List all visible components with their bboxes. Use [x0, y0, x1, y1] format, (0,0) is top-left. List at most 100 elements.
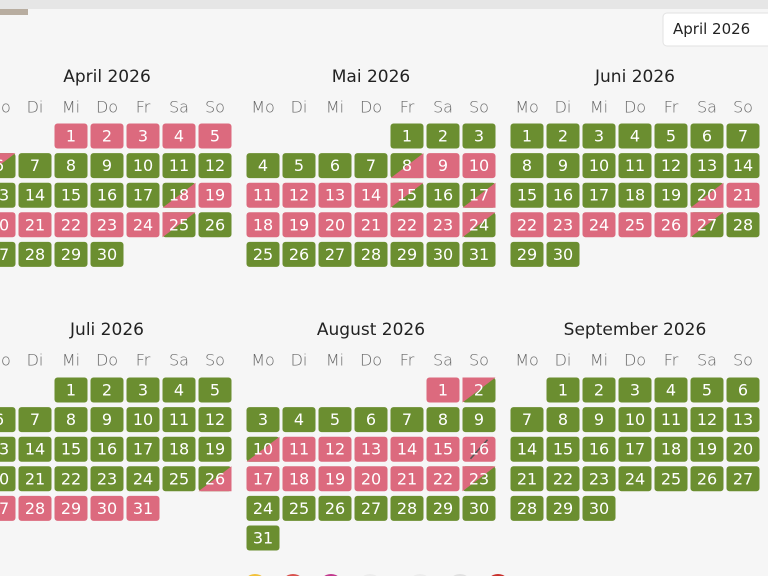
day-bg: [726, 153, 760, 179]
day-bg: [318, 182, 352, 208]
day-bg: [90, 407, 124, 433]
booked-half: [198, 466, 232, 492]
weekday: Mo: [251, 351, 275, 370]
month-select[interactable]: [662, 12, 768, 47]
day-cell: 14: [354, 182, 388, 208]
day-number: 19: [661, 186, 681, 205]
day-bg: [462, 407, 496, 433]
day-bg: [90, 182, 124, 208]
day-bg: [582, 436, 616, 462]
day-cell: 23: [582, 466, 616, 492]
day-number: 29: [397, 245, 417, 264]
booked-half: [690, 212, 724, 238]
day-bg: [246, 182, 280, 208]
day-number: 31: [133, 499, 153, 518]
day-number: 8: [438, 410, 448, 429]
day-bg: [162, 377, 196, 403]
day-cell: 6: [318, 153, 352, 179]
day-bg: [354, 495, 388, 521]
day-number: 2: [102, 127, 112, 146]
day-bg: [282, 407, 316, 433]
day-bg: [690, 407, 724, 433]
day-number: 16: [589, 440, 609, 459]
day-number: 28: [25, 499, 45, 518]
day-number: 3: [594, 127, 604, 146]
day-bg: [654, 377, 688, 403]
day-cell: 26: [198, 212, 232, 238]
day-cell: 15: [546, 436, 580, 462]
day-number: 17: [469, 186, 489, 205]
day-bg: [126, 182, 160, 208]
day-number: 8: [66, 410, 76, 429]
day-number: 26: [697, 469, 717, 488]
day-cell: 2: [582, 377, 616, 403]
day-cell: 27: [0, 241, 16, 267]
day-bg: [18, 436, 52, 462]
month-title: August 2026: [317, 320, 425, 340]
day-cell: 24: [126, 466, 160, 492]
day-bg: [582, 153, 616, 179]
day-number: 4: [666, 381, 676, 400]
day-bg: [426, 495, 460, 521]
day-cell: 29: [426, 495, 460, 521]
day-number: 30: [553, 245, 573, 264]
month-select-label[interactable]: April 2026: [673, 20, 750, 38]
weekday: Mi: [590, 351, 608, 370]
day-number: 1: [402, 127, 412, 146]
day-cell: 4: [282, 407, 316, 433]
day-number: 6: [738, 381, 748, 400]
day-cell: 3: [126, 377, 160, 403]
day-cell: 2: [462, 377, 496, 403]
day-cell: 5: [318, 407, 352, 433]
day-cell: 28: [18, 495, 52, 521]
day-cell: 4: [162, 377, 196, 403]
day-bg: [90, 495, 124, 521]
day-number: 6: [0, 410, 4, 429]
day-bg: [546, 212, 580, 238]
day-bg: [282, 495, 316, 521]
day-bg: [18, 153, 52, 179]
day-number: 6: [366, 410, 376, 429]
day-cell: 11: [618, 153, 652, 179]
day-cell: 10: [126, 153, 160, 179]
day-cell: 22: [546, 466, 580, 492]
day-number: 5: [666, 127, 676, 146]
day-bg: [510, 153, 544, 179]
day-bg: [426, 407, 460, 433]
day-bg: [546, 182, 580, 208]
day-bg: [426, 241, 460, 267]
day-number: 12: [205, 410, 225, 429]
day-bg: [510, 212, 544, 238]
day-cell: 6: [690, 123, 724, 149]
day-bg: [318, 495, 352, 521]
booked-half: [246, 436, 280, 462]
day-cell: 3: [126, 123, 160, 149]
day-cell: 26: [654, 212, 688, 238]
day-number: 5: [702, 381, 712, 400]
day-number: 31: [469, 245, 489, 264]
day-cell: 14: [18, 182, 52, 208]
day-cell: 11: [162, 153, 196, 179]
day-cell: 1: [546, 377, 580, 403]
day-bg: [462, 241, 496, 267]
day-bg: [198, 377, 232, 403]
day-cell: 26: [690, 466, 724, 492]
day-number: 4: [174, 127, 184, 146]
day-bg: [654, 436, 688, 462]
day-cell: 7: [18, 153, 52, 179]
day-cell: 25: [162, 466, 196, 492]
day-bg: [54, 182, 88, 208]
day-number: 15: [433, 440, 453, 459]
day-number: 26: [205, 215, 225, 234]
day-bg: [126, 466, 160, 492]
day-bg: [546, 377, 580, 403]
day-number: 3: [138, 381, 148, 400]
day-number: 12: [697, 410, 717, 429]
day-bg: [198, 407, 232, 433]
weekday: Mi: [62, 98, 80, 117]
day-cell: 10: [462, 153, 496, 179]
day-bg: [246, 525, 280, 551]
day-number: 14: [517, 440, 537, 459]
month-title: September 2026: [564, 320, 707, 340]
